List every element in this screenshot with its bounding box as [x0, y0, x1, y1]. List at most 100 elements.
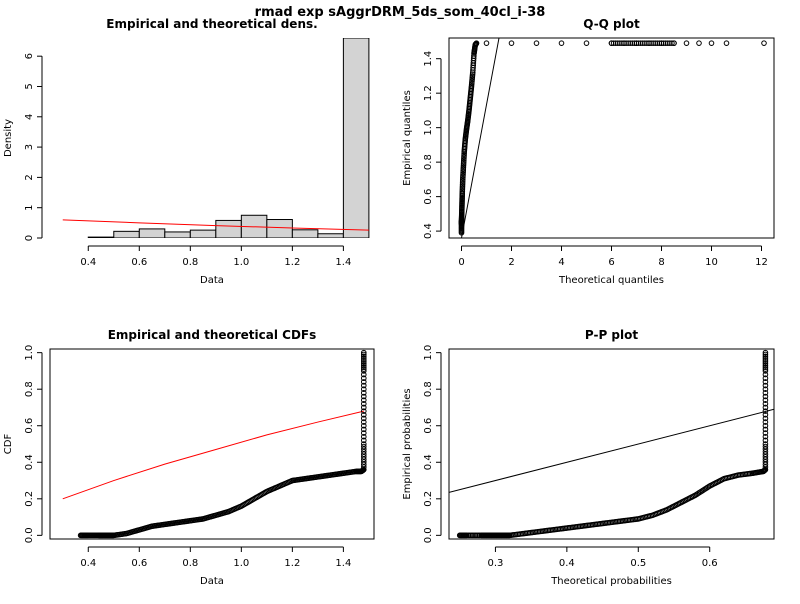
- histogram-bar: [87, 236, 115, 238]
- ecdf-point: [360, 461, 367, 468]
- ecdf-point: [360, 362, 367, 369]
- ecdf-point: [360, 430, 367, 436]
- ecdf-point: [360, 411, 367, 418]
- y-tick-label: 6: [24, 53, 35, 59]
- pp-point: [762, 437, 769, 444]
- pp-point: [762, 393, 769, 400]
- pp-point: [762, 443, 769, 450]
- ecdf-point: [360, 390, 367, 396]
- ecdf-point: [360, 386, 367, 392]
- pp-point: [762, 446, 769, 452]
- panel-title: Empirical and theoretical dens.: [106, 17, 317, 31]
- qq-point: [459, 185, 466, 191]
- ecdf-point: [360, 397, 367, 403]
- qq-point: [460, 167, 467, 174]
- qq-point: [459, 176, 466, 183]
- histogram-bar: [317, 233, 344, 238]
- ecdf-point: [360, 466, 367, 473]
- qq-point: [583, 40, 590, 46]
- y-tick-label: 1.4: [423, 51, 434, 67]
- plot-area: [62, 349, 367, 539]
- pp-point: [762, 401, 769, 407]
- qq-point: [460, 169, 466, 176]
- pp-point: [762, 349, 769, 356]
- plot-frame: [49, 348, 375, 540]
- ecdf-point: [360, 464, 367, 470]
- qq-point: [708, 40, 715, 46]
- pp-point: [762, 358, 769, 365]
- qq-point: [473, 40, 480, 46]
- y-tick-label: 1.0: [423, 345, 434, 361]
- qq-point: [460, 174, 466, 181]
- x-tick-label: 0.8: [182, 558, 198, 569]
- y-tick-label: 1.0: [24, 345, 35, 361]
- y-tick-label: 0.6: [423, 418, 434, 434]
- theoretical-cdf-curve: [62, 410, 364, 500]
- qq-point: [533, 40, 540, 46]
- qq-point: [696, 40, 702, 46]
- pp-point: [762, 422, 769, 429]
- y-tick-label: 0.0: [24, 527, 35, 543]
- ecdf-point: [360, 419, 367, 425]
- ecdf-point: [360, 371, 367, 378]
- ecdf-point: [360, 443, 367, 450]
- histogram-bar: [138, 228, 166, 238]
- pp-point: [762, 375, 769, 382]
- panel-title: Q-Q plot: [583, 17, 640, 31]
- pp-point: [762, 366, 769, 372]
- pp-point: [762, 360, 769, 367]
- y-tick-label: 0.8: [24, 381, 35, 397]
- histogram-bar: [215, 219, 242, 238]
- ecdf-point: [360, 366, 367, 372]
- pp-point: [762, 408, 769, 414]
- ecdf-point: [360, 382, 367, 389]
- y-axis-label: Empirical quantiles: [402, 90, 413, 186]
- pp-point: [762, 466, 769, 473]
- pp-point: [762, 411, 769, 418]
- x-tick-label: 1.2: [284, 558, 300, 569]
- pp-point: [762, 386, 769, 392]
- panel-title: P-P plot: [585, 328, 638, 342]
- qq-point: [460, 162, 467, 169]
- plot-frame: [448, 37, 775, 239]
- pp-point: [762, 357, 769, 363]
- y-tick-label: 5: [24, 83, 35, 89]
- y-tick-label: 1: [24, 205, 35, 211]
- ecdf-point: [360, 448, 367, 455]
- reference-line: [449, 408, 774, 493]
- qq-point: [460, 171, 466, 178]
- qq-point: [460, 173, 466, 179]
- qq-point: [459, 178, 466, 184]
- qq-point: [723, 40, 730, 46]
- histogram-bar: [164, 231, 191, 238]
- x-tick-label: 1.0: [233, 257, 249, 268]
- ecdf-point: [360, 364, 367, 371]
- ecdf-point: [360, 441, 367, 447]
- ecdf-point: [360, 349, 367, 356]
- pp-point: [762, 404, 769, 411]
- pp-point: [762, 441, 769, 447]
- ecdf-point: [360, 433, 367, 440]
- histogram-bar: [291, 229, 319, 238]
- qq-point: [459, 183, 466, 190]
- ecdf-point: [360, 353, 367, 360]
- x-tick-label: 1.0: [233, 558, 249, 569]
- ecdf-point: [360, 415, 367, 422]
- pp-point: [762, 364, 769, 371]
- y-axis-label: Empirical probabilities: [402, 388, 413, 499]
- histogram-bar: [113, 230, 140, 238]
- y-tick-label: 0.8: [423, 154, 434, 170]
- x-tick-label: 0.4: [80, 558, 96, 569]
- pp-point: [762, 353, 769, 360]
- pp-point: [762, 430, 769, 436]
- x-tick-label: 0.3: [487, 558, 503, 569]
- y-axis-label: Density: [3, 119, 14, 157]
- pp-point: [762, 433, 769, 440]
- qq-point: [459, 180, 466, 186]
- qq-point: [460, 159, 467, 165]
- theoretical-density-curve: [62, 219, 369, 231]
- panel-1: Empirical and theoretical dens. Data Densi…: [3, 17, 370, 286]
- pp-point: [762, 397, 769, 403]
- x-tick-label: 12: [755, 257, 768, 268]
- x-axis-label: Data: [200, 275, 224, 286]
